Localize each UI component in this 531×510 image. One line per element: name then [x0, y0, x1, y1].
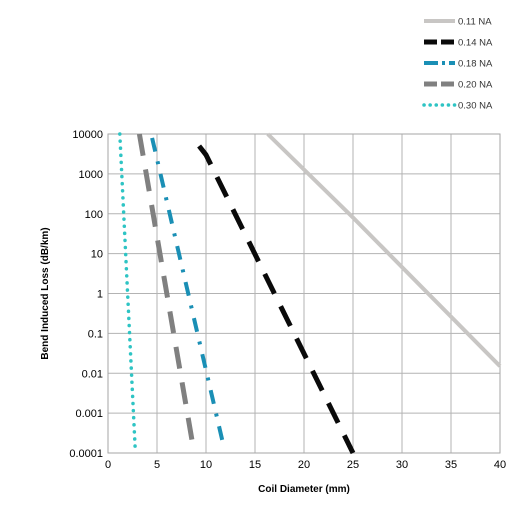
legend-label: 0.30 NA: [458, 101, 493, 112]
series-line-0-20-na: [136, 133, 197, 454]
x-tick-label: 30: [396, 459, 408, 471]
legend: 0.11 NA 0.14 NA 0.18 NA 0.20 NA 0.30 NA: [422, 17, 493, 112]
y-tick-label: 10: [91, 249, 103, 261]
y-tick-label: 1000: [79, 169, 103, 181]
series-line-0-14-na: [197, 144, 356, 455]
x-tick-label: 10: [200, 459, 212, 471]
legend-label: 0.18 NA: [458, 59, 493, 70]
y-tick-label: 10000: [72, 129, 103, 141]
x-tick-label: 25: [347, 459, 359, 471]
y-tick-label: 0.1: [88, 328, 103, 340]
y-tick-label: 100: [85, 209, 103, 221]
x-tick-label: 20: [298, 459, 310, 471]
x-tick-labels: 0 5 10 15 20 25 30 35 40: [105, 459, 506, 471]
x-tick-label: 0: [105, 459, 111, 471]
y-tick-label: 0.01: [82, 368, 103, 380]
y-tick-label: 0.001: [75, 408, 103, 420]
series-line-0-11-na: [266, 132, 502, 368]
legend-label: 0.20 NA: [458, 80, 493, 91]
y-tick-labels: 0.0001 0.001 0.01 0.1 1 10 100 1000 10000: [69, 129, 103, 460]
x-tick-label: 35: [445, 459, 457, 471]
legend-label: 0.11 NA: [458, 17, 492, 28]
x-tick-label: 5: [154, 459, 160, 471]
series-line-0-18-na: [150, 137, 226, 447]
x-tick-label: 40: [494, 459, 506, 471]
y-tick-label: 0.0001: [69, 448, 103, 460]
y-axis-title: Bend Induced Loss (dB/km): [40, 227, 51, 359]
y-tick-label: 1: [97, 289, 103, 301]
series-layer: [118, 132, 502, 455]
plot-frame: [107, 133, 501, 454]
legend-label: 0.14 NA: [458, 38, 493, 49]
x-axis-title: Coil Diameter (mm): [258, 484, 350, 495]
x-tick-label: 15: [249, 459, 261, 471]
